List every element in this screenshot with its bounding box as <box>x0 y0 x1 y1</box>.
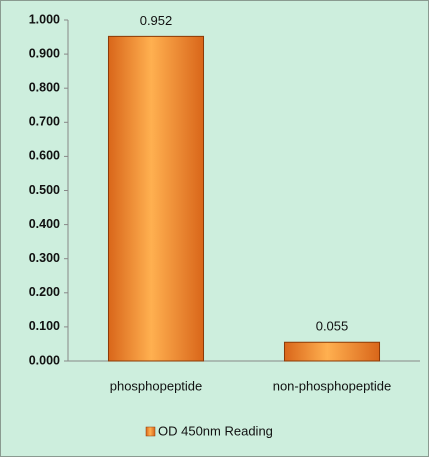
legend-label: OD 450nm Reading <box>158 423 273 438</box>
y-tick-label: 0.100 <box>29 319 60 333</box>
y-tick-label: 1.000 <box>29 12 60 26</box>
y-tick-label: 0.400 <box>29 217 60 231</box>
data-label: 0.055 <box>316 319 349 334</box>
x-tick-label: phosphopeptide <box>110 378 203 393</box>
bar <box>107 35 205 362</box>
y-tick-label: 0.300 <box>29 251 60 265</box>
data-label: 0.952 <box>140 13 173 28</box>
y-tick-label: 0.800 <box>29 80 60 94</box>
legend-swatch <box>145 426 156 437</box>
y-tick-label: 0.600 <box>29 149 60 163</box>
y-tick-label: 0.500 <box>29 183 60 197</box>
y-tick-label: 0.000 <box>29 353 60 367</box>
bar <box>283 341 381 362</box>
y-tick-label: 0.200 <box>29 285 60 299</box>
x-tick-label: non-phosphopeptide <box>273 378 392 393</box>
y-tick-label: 0.900 <box>29 46 60 60</box>
y-tick-label: 0.700 <box>29 115 60 129</box>
